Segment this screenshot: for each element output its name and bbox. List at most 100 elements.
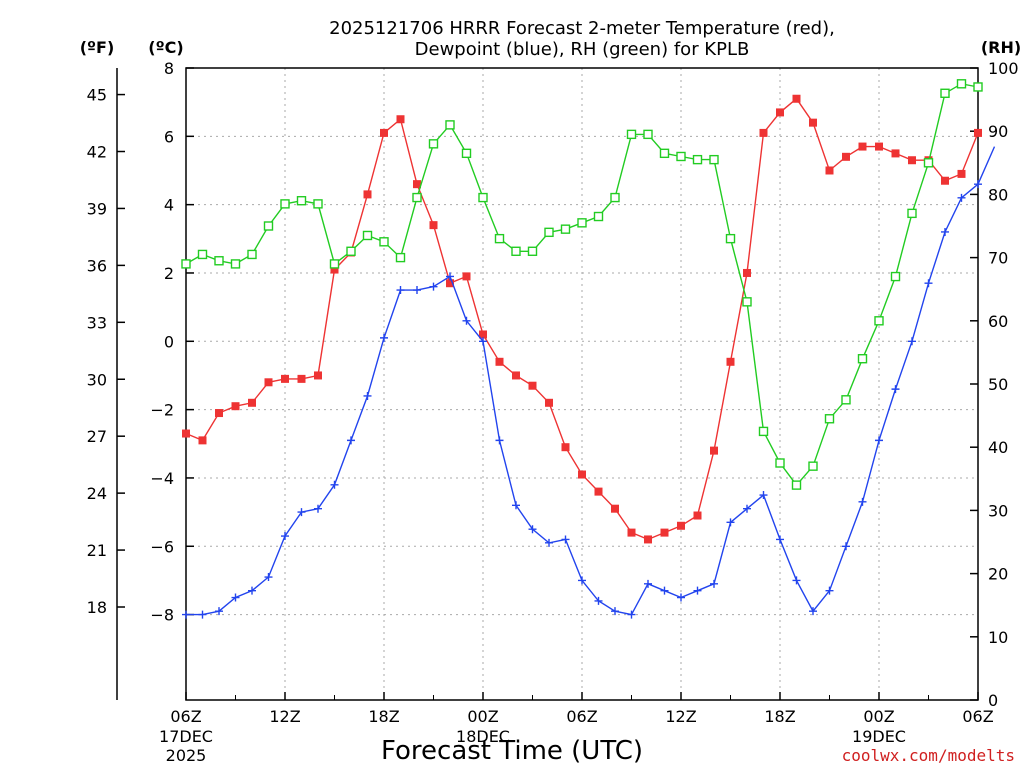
rh-point xyxy=(247,249,257,260)
rh-point xyxy=(956,79,967,89)
celsius-tick-label: −6 xyxy=(150,537,174,556)
dewpoint-point xyxy=(974,180,982,189)
series-temperature xyxy=(182,94,982,544)
temperature-point xyxy=(363,190,372,199)
fahrenheit-unit-label: (ºF) xyxy=(80,38,115,57)
temperature-point xyxy=(545,398,553,407)
x-tick-date-label: 17DEC xyxy=(159,727,213,746)
dewpoint-point xyxy=(330,480,339,489)
rh-point xyxy=(181,259,191,269)
rh-point xyxy=(725,233,736,244)
rh-tick-label: 70 xyxy=(988,249,1008,268)
dewpoint-point xyxy=(710,579,718,588)
dewpoint-point xyxy=(281,532,289,541)
temperature-point xyxy=(231,402,240,411)
plot-frame xyxy=(116,67,979,701)
rh-point xyxy=(527,246,538,256)
temperature-point xyxy=(627,528,636,537)
rh-point xyxy=(659,148,670,159)
temperature-point xyxy=(858,142,867,151)
fahrenheit-tick-label: 21 xyxy=(87,541,107,560)
dewpoint-point xyxy=(693,586,702,595)
temperature-point xyxy=(446,279,454,288)
rh-point xyxy=(890,271,901,282)
dewpoint-point xyxy=(479,337,487,346)
dewpoint-point xyxy=(347,436,355,445)
data-series xyxy=(181,79,996,619)
rh-point xyxy=(643,129,653,140)
rh-point xyxy=(923,158,934,168)
dewpoint-point xyxy=(594,596,603,605)
rh-point xyxy=(280,199,290,209)
dewpoint-point xyxy=(644,579,652,588)
temperature-point xyxy=(495,357,504,366)
dewpoint-point xyxy=(198,610,207,619)
celsius-tick-label: 2 xyxy=(164,264,174,283)
rh-point xyxy=(775,458,785,468)
rh-point xyxy=(560,224,571,234)
temperature-point xyxy=(957,169,966,178)
temperature-point xyxy=(759,128,768,137)
rh-point xyxy=(940,88,950,98)
temperature-point xyxy=(825,166,834,175)
rh-point xyxy=(791,480,802,490)
temperature-point xyxy=(644,535,652,544)
dewpoint-point xyxy=(215,607,223,616)
dewpoint-line xyxy=(186,146,996,616)
dewpoint-point xyxy=(627,610,636,619)
fahrenheit-tick-label: 33 xyxy=(87,313,107,332)
temperature-point xyxy=(479,330,487,339)
x-tick-label: 12Z xyxy=(269,707,300,726)
rh-point xyxy=(329,259,340,269)
rh-point xyxy=(494,233,505,244)
temperature-point xyxy=(248,398,256,407)
temperature-point xyxy=(297,374,306,383)
temperature-point xyxy=(726,357,735,366)
fahrenheit-tick-label: 24 xyxy=(87,484,107,503)
temperature-point xyxy=(776,108,784,117)
dewpoint-point xyxy=(182,610,190,619)
temperature-point xyxy=(264,378,273,387)
rh-point xyxy=(692,154,703,165)
temperature-point xyxy=(215,409,223,418)
celsius-tick-label: 8 xyxy=(164,59,174,78)
rh-point xyxy=(263,221,274,231)
chart-title-line-2: Dewpoint (blue), RH (green) for KPLB xyxy=(415,39,750,60)
rh-point xyxy=(857,354,868,364)
rh-tick-label: 90 xyxy=(988,122,1008,141)
dewpoint-point xyxy=(446,272,454,281)
dewpoint-point xyxy=(578,576,586,585)
dewpoint-point xyxy=(545,538,553,547)
rh-point xyxy=(412,192,422,203)
temperature-point xyxy=(578,470,586,479)
dewpoint-point xyxy=(941,227,949,236)
dewpoint-point xyxy=(759,491,768,500)
dewpoint-point xyxy=(957,193,966,202)
rh-point xyxy=(758,426,769,437)
dewpoint-point xyxy=(363,391,372,400)
x-tick-label: 06Z xyxy=(962,707,993,726)
grid-lines xyxy=(186,67,978,700)
rh-point xyxy=(544,227,554,238)
x-tick-label: 06Z xyxy=(566,707,597,726)
temperature-point xyxy=(974,128,982,137)
temperature-point xyxy=(281,374,289,383)
temperature-point xyxy=(677,521,685,530)
temperature-point xyxy=(842,152,850,161)
rh-point xyxy=(626,129,637,140)
rh-point xyxy=(676,151,686,162)
rh-tick-label: 50 xyxy=(988,375,1008,394)
temperature-point xyxy=(198,436,207,445)
x-tick-label: 12Z xyxy=(665,707,696,726)
dewpoint-point xyxy=(743,504,751,513)
x-tick-label: 00Z xyxy=(467,707,498,726)
rh-tick-label: 20 xyxy=(988,565,1008,584)
rh-point xyxy=(296,196,307,206)
dewpoint-point xyxy=(875,436,883,445)
temperature-point xyxy=(182,429,190,438)
celsius-unit-label: (ºC) xyxy=(148,38,183,57)
rh-point xyxy=(808,461,818,471)
fahrenheit-tick-label: 27 xyxy=(87,427,107,446)
fahrenheit-tick-label: 36 xyxy=(87,256,107,275)
